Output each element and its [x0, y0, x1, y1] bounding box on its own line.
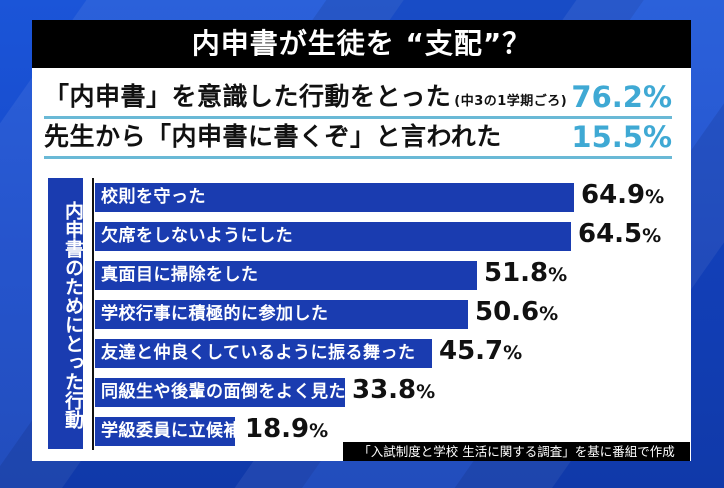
bar-value: 45.7%: [439, 336, 523, 366]
bar-value: 18.9%: [245, 414, 329, 444]
bar-value: 51.8%: [484, 258, 568, 288]
bar-label: 校則を守った: [101, 187, 206, 207]
bar: [95, 300, 468, 329]
bar-label: 真面目に掃除をした: [101, 265, 259, 285]
bar: [95, 183, 574, 212]
category-axis-label: 内申書のためにとった行動: [48, 178, 84, 449]
bar-label: 学級委員に立候補: [101, 421, 241, 441]
chart-title: 内申書が生徒を “支配”？: [32, 20, 691, 68]
bar-value: 64.9%: [581, 180, 665, 210]
bar-label: 同級生や後輩の面倒をよく見た: [101, 382, 346, 402]
y-axis-line: [92, 178, 94, 450]
chart-panel: 内申書が生徒を “支配”？ 「内申書」を意識した行動をとった (中3の1学期ごろ)…: [32, 20, 691, 461]
summary-label: 「内申書」を意識した行動をとった (中3の1学期ごろ): [44, 82, 568, 111]
bar-value: 33.8%: [352, 375, 436, 405]
summary-row: 先生から「内申書に書くぞ」と言われた 15.5%: [44, 120, 672, 159]
bar-value: 64.5%: [578, 219, 662, 249]
bar: [95, 378, 345, 407]
summary-value: 15.5%: [571, 120, 672, 154]
summary-row: 「内申書」を意識した行動をとった (中3の1学期ごろ) 76.2%: [44, 80, 672, 119]
bar: [95, 261, 477, 290]
summary-value: 76.2%: [571, 80, 672, 114]
summary-note: (中3の1学期ごろ): [454, 94, 568, 109]
bar-value: 50.6%: [475, 297, 559, 327]
bar-label: 欠席をしないようにした: [101, 226, 294, 246]
bar: [95, 417, 235, 446]
bar-label: 学校行事に積極的に参加した: [101, 304, 329, 324]
bar: [95, 222, 571, 251]
bar: [95, 339, 432, 368]
source-caption: 「入試制度と学校 生活に関する調査」を基に番組で作成: [343, 442, 690, 461]
summary-label: 先生から「内申書に書くぞ」と言われた: [44, 122, 502, 151]
bar-label: 友達と仲良くしているように振る舞った: [101, 343, 416, 363]
